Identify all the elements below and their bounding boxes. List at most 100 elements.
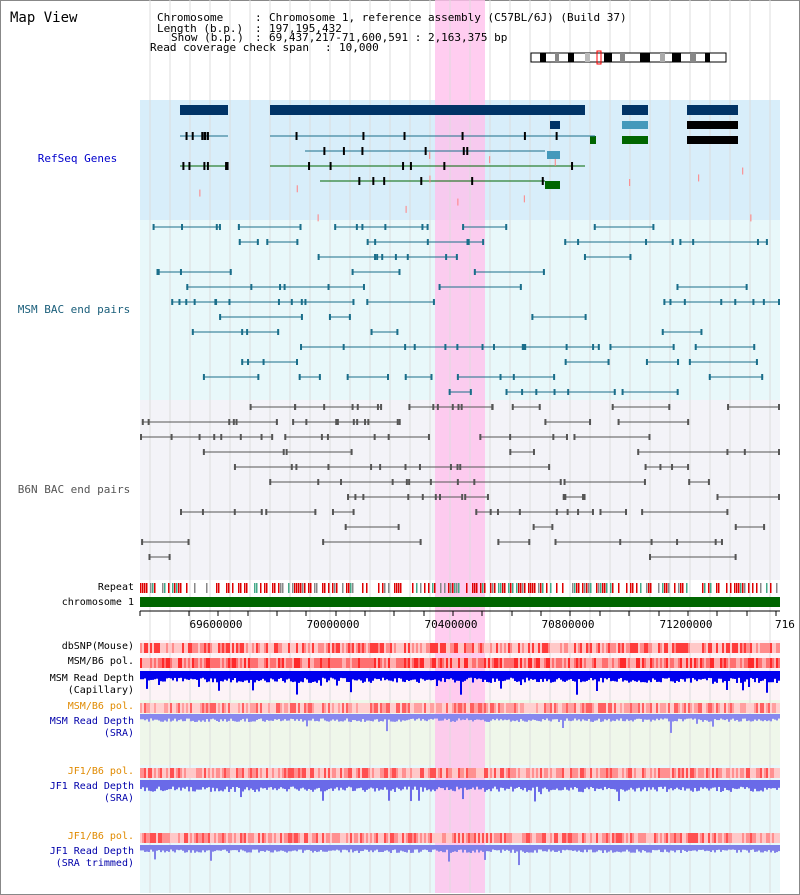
msm-bac-pair-end [300, 314, 303, 320]
msm-b6-pol-strip [726, 658, 728, 668]
track-label-dbsnp[interactable]: dbSNP(Mouse) [61, 641, 134, 652]
msm-depth-cap-bar [690, 671, 692, 683]
msm-b6-pol2-strip [322, 703, 324, 713]
track-label-msm-read-sra-1[interactable]: MSM Read Depth [49, 716, 134, 727]
msm-depth-cap-bar [668, 671, 670, 678]
msm-depth-cap-bar [766, 671, 768, 693]
jf1-depth-sra-bar [474, 780, 476, 790]
msm-bac-pair-end [567, 389, 570, 395]
dbsnp-strip [610, 643, 612, 653]
dbsnp-strip [184, 643, 186, 653]
repeat-element [574, 583, 576, 593]
dbsnp-strip [152, 643, 154, 653]
dbsnp-strip [600, 643, 602, 653]
dbsnp-strip [218, 643, 220, 653]
msm-b6-pol2-strip [582, 703, 584, 713]
msm-depth-sra-bar [298, 714, 300, 721]
msm-b6-pol2-strip [746, 703, 748, 713]
track-label-jf1-read-sra-1[interactable]: JF1 Read Depth [49, 781, 134, 792]
jf1-b6-pol-strip [386, 768, 388, 778]
msm-depth-sra-bar [276, 714, 278, 720]
jf1-depth-trim-bar [230, 845, 232, 851]
msm-b6-pol-strip [350, 658, 352, 668]
jf1-b6-pol-strip [572, 768, 574, 778]
track-label-msm-b6-pol-2[interactable]: MSM/B6 pol. [67, 701, 134, 712]
dbsnp-strip [476, 643, 478, 653]
repeat-element [726, 583, 728, 593]
jf1-depth-sra-bar [506, 780, 508, 789]
msm-depth-cap-bar [752, 671, 754, 679]
dbsnp-strip [502, 643, 504, 653]
jf1-depth-trim-bar [512, 845, 514, 850]
track-label-msm-read-cap-1[interactable]: MSM Read Depth [49, 673, 134, 684]
jf1-b6-pol-strip [344, 768, 346, 778]
track-label-msm-bac[interactable]: MSM BAC end pairs [17, 303, 131, 316]
msm-depth-sra-bar [354, 714, 356, 721]
msm-b6-pol2-strip [290, 703, 292, 713]
msm-b6-pol-strip [456, 658, 458, 668]
jf1-depth-sra-bar [394, 780, 396, 792]
track-label-refseq[interactable]: RefSeq Genes [37, 152, 118, 165]
jf1-depth-trim-bar [652, 845, 654, 850]
jf1-b6-pol2-strip [264, 833, 266, 843]
repeat-element [412, 583, 414, 593]
jf1-b6-pol-strip [750, 768, 752, 778]
jf1-depth-trim-bar [660, 845, 662, 853]
track-label-repeat[interactable]: Repeat [97, 582, 134, 593]
msm-b6-pol2-strip [590, 703, 592, 713]
track-label-b6n-bac[interactable]: B6N BAC end pairs [17, 483, 131, 496]
jf1-b6-pol2-strip [636, 833, 638, 843]
msm-depth-cap-bar [650, 671, 652, 683]
ideogram-band [568, 53, 574, 62]
jf1-depth-trim-bar [398, 845, 400, 853]
msm-depth-cap-bar [202, 671, 204, 678]
jf1-b6-pol-strip [286, 768, 288, 778]
track-label-jf1-b6-pol[interactable]: JF1/B6 pol. [67, 766, 134, 777]
msm-b6-pol-strip [544, 658, 546, 668]
jf1-depth-trim-bar [674, 845, 676, 853]
b6n-bac-pair-end [282, 449, 285, 455]
msm-depth-cap-bar [682, 671, 684, 680]
jf1-b6-pol2-strip [308, 833, 310, 843]
msm-depth-sra-bar [434, 714, 436, 719]
b6n-bac-pair-end [202, 449, 205, 455]
repeat-element [516, 583, 518, 593]
msm-depth-sra-bar [576, 714, 578, 721]
jf1-depth-sra-bar [638, 780, 640, 788]
msm-b6-pol2-strip [158, 703, 160, 713]
jf1-depth-sra-bar [774, 780, 776, 789]
jf1-b6-pol-strip [190, 768, 192, 778]
jf1-depth-sra-bar [482, 780, 484, 788]
jf1-b6-pol-strip [718, 768, 720, 778]
msm-depth-cap-bar [758, 671, 760, 683]
msm-depth-sra-bar [334, 714, 336, 721]
jf1-b6-pol-strip [218, 768, 220, 778]
jf1-depth-trim-bar [528, 845, 530, 853]
jf1-depth-sra-bar [674, 780, 676, 790]
jf1-depth-sra-bar [476, 780, 478, 787]
msm-b6-pol-strip [594, 658, 596, 668]
msm-depth-sra-bar [774, 714, 776, 720]
track-label-msm-b6-pol[interactable]: MSM/B6 pol. [67, 656, 134, 667]
repeat-element [346, 583, 348, 593]
msm-depth-sra-bar [310, 714, 312, 721]
b6n-bac-pair-end [727, 404, 730, 410]
msm-depth-cap-bar [602, 671, 604, 683]
msm-depth-sra-bar [378, 714, 380, 722]
jf1-b6-pol2-strip [666, 833, 668, 843]
dbsnp-strip [158, 643, 160, 653]
repeat-element [770, 583, 772, 593]
msm-b6-pol2-strip [396, 703, 398, 713]
track-label-jf1-b6-pol-2[interactable]: JF1/B6 pol. [67, 831, 134, 842]
gene-exon [523, 132, 526, 140]
msm-b6-pol-strip [764, 658, 766, 668]
track-label-jf1-read-trim-1[interactable]: JF1 Read Depth [49, 846, 134, 857]
track-label-chromosome[interactable]: chromosome 1 [61, 597, 134, 608]
jf1-b6-pol-strip [530, 768, 532, 778]
jf1-depth-sra-bar [204, 780, 206, 790]
msm-b6-pol-strip [570, 658, 572, 668]
jf1-depth-sra-bar [676, 780, 678, 788]
dbsnp-strip [264, 643, 266, 653]
msm-bac-pair-end [266, 239, 269, 245]
